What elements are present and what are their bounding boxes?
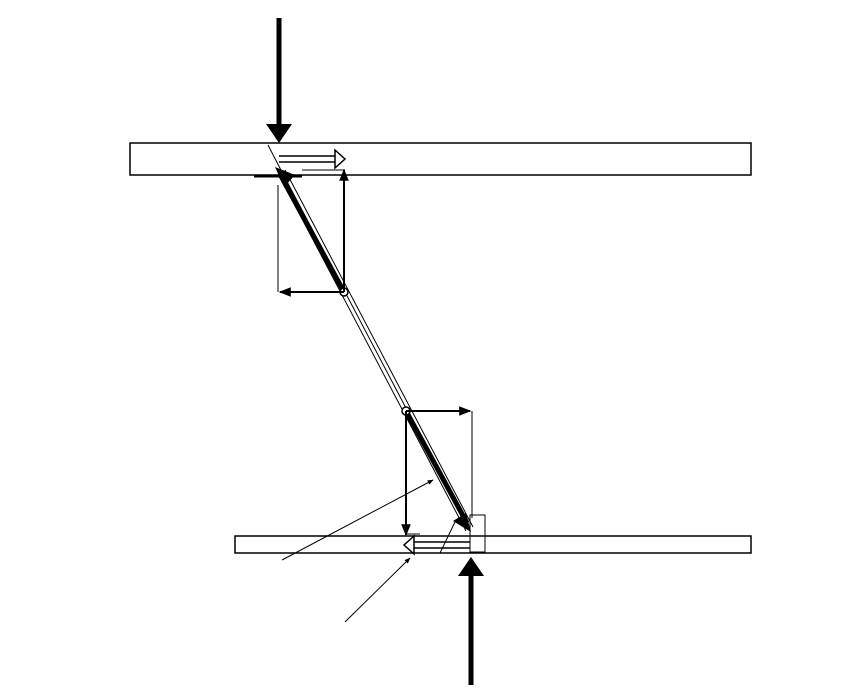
lower-strut-segment	[403, 409, 471, 532]
bottom-beam	[234, 535, 752, 554]
leader-lines	[281, 479, 434, 623]
bottom-reaction-arrow	[458, 557, 484, 685]
top-horizontal-force-arrow	[279, 148, 347, 170]
lower-force-components	[401, 406, 473, 537]
bottom-horizontal-force-arrow	[402, 534, 470, 556]
bottom-bracket	[439, 514, 486, 554]
top-beam	[129, 142, 752, 176]
top-load-arrow	[266, 18, 292, 143]
strut-edge-right	[284, 169, 474, 528]
upper-force-components	[277, 168, 349, 297]
upper-strut-segment	[275, 167, 347, 294]
